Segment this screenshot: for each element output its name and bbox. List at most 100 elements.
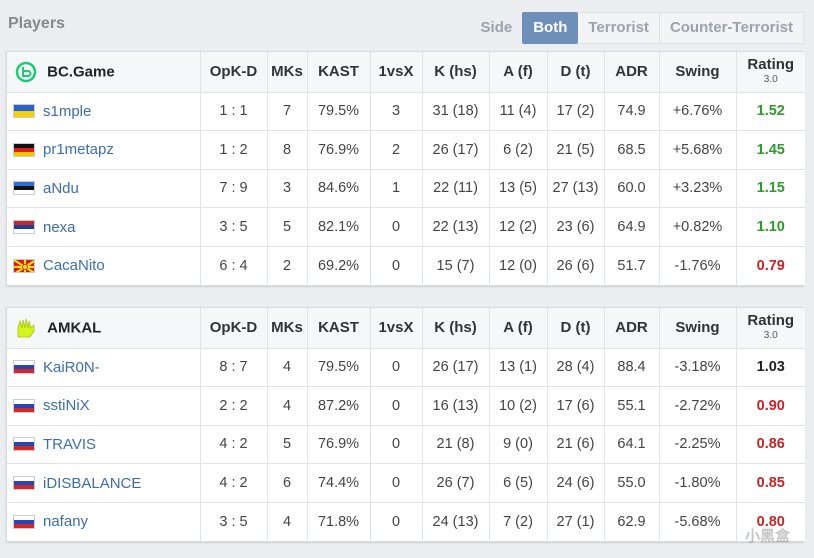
table-row: TRAVIS 4 : 2 5 76.9% 0 21 (8) 9 (0) 21 (6) 64.1-… <box>7 424 805 465</box>
col-kast[interactable]: KAST <box>306 52 371 93</box>
col-swing[interactable]: Swing <box>658 308 737 349</box>
side-option-counter-terrorist[interactable]: Counter-Terrorist <box>659 12 804 44</box>
player-name-link[interactable]: sstiNiX <box>43 397 90 415</box>
player-name-link[interactable]: KaiR0N- <box>43 358 100 376</box>
cell-opkd: 6 : 4 <box>199 245 268 285</box>
serbia-flag-icon <box>13 220 35 235</box>
col-kast[interactable]: KAST <box>306 308 371 349</box>
player-name-link[interactable]: aNdu <box>43 179 79 197</box>
col-opkd[interactable]: OpK-D <box>199 52 268 93</box>
russia-flag-icon <box>13 360 35 375</box>
cell-khs: 22 (11) <box>421 168 490 209</box>
cell-swing: -1.76% <box>658 245 737 285</box>
cell-adr: 64.9 <box>603 207 660 247</box>
team-header: BC.Game <box>7 52 201 93</box>
cell-dt: 24 (6) <box>546 463 605 503</box>
player-name-link[interactable]: nafany <box>43 513 89 531</box>
cell-1vsx: 0 <box>369 245 423 285</box>
col-rating[interactable]: Rating 3.0 <box>735 308 805 349</box>
cell-af: 11 (4) <box>488 91 548 132</box>
table-row: iDISBALANCE 4 : 2 6 74.4% 0 26 (7) 6 (5) 24 (6)… <box>7 463 805 503</box>
cell-af: 6 (2) <box>488 130 548 170</box>
player-rows: KaiR0N- 8 : 7 4 79.5% 0 26 (17) 13 (1) 28 (4) 88… <box>7 347 805 541</box>
col-khs[interactable]: K (hs) <box>421 52 490 93</box>
cell-dt: 27 (13) <box>546 168 605 209</box>
cell-opkd: 7 : 9 <box>199 168 268 209</box>
cell-swing: +0.82% <box>658 207 737 247</box>
cell-1vsx: 0 <box>369 501 423 541</box>
cell-af: 12 (2) <box>488 207 548 247</box>
player-name-link[interactable]: TRAVIS <box>43 435 97 453</box>
cell-1vsx: 3 <box>369 91 423 132</box>
side-filter-label: Side <box>480 19 513 36</box>
col-1vsx[interactable]: 1vsX <box>369 52 423 93</box>
col-af[interactable]: A (f) <box>488 308 548 349</box>
player-name-link[interactable]: s1mple <box>43 102 92 120</box>
cell-rating: 0.90 <box>735 386 805 426</box>
cell-kast: 76.9% <box>306 130 371 170</box>
table-row: sstiNiX 2 : 2 4 87.2% 0 16 (13) 10 (2) 17 (6) 55… <box>7 386 805 426</box>
col-dt[interactable]: D (t) <box>546 308 605 349</box>
team-table-bc-game: BC.Game OpK-D MKs KAST 1vsX K (hs) A (f)… <box>6 51 805 286</box>
cell-mks: 2 <box>266 245 308 285</box>
player-cell: pr1metapz <box>7 130 201 170</box>
side-option-both[interactable]: Both <box>522 12 579 44</box>
side-filter: Side Both Terrorist Counter-Terrorist <box>481 12 804 44</box>
player-name-link[interactable]: iDISBALANCE <box>43 474 142 492</box>
cell-opkd: 4 : 2 <box>199 463 268 503</box>
table-row: pr1metapz 1 : 2 8 76.9% 2 26 (17) 6 (2) 21 (5) 6… <box>7 130 805 170</box>
side-option-terrorist[interactable]: Terrorist <box>578 12 660 44</box>
table-header-row: AMKAL OpK-D MKs KAST 1vsX K (hs) A (f) D… <box>7 308 805 349</box>
cell-kast: 82.1% <box>306 207 371 247</box>
cell-rating: 1.52 <box>735 91 805 132</box>
player-cell: aNdu <box>7 168 201 209</box>
player-cell: nexa <box>7 207 201 247</box>
player-name-link[interactable]: pr1metapz <box>43 141 114 159</box>
table-row: nafany 3 : 5 4 71.8% 0 24 (13) 7 (2) 27 (1) 62.9… <box>7 501 805 541</box>
cell-kast: 76.9% <box>306 424 371 465</box>
team-name-link[interactable]: BC.Game <box>47 63 115 81</box>
russia-flag-icon <box>13 514 35 529</box>
col-mks[interactable]: MKs <box>266 308 308 349</box>
team-name-link[interactable]: AMKAL <box>47 319 102 337</box>
table-row: CacaNito 6 : 4 2 69.2% 0 15 (7) 12 (0) 26 (6) 51… <box>7 245 805 285</box>
cell-mks: 8 <box>266 130 308 170</box>
col-mks[interactable]: MKs <box>266 52 308 93</box>
cell-kast: 79.5% <box>306 91 371 132</box>
cell-rating: 1.03 <box>735 347 805 388</box>
player-cell: iDISBALANCE <box>7 463 201 503</box>
cell-1vsx: 0 <box>369 386 423 426</box>
cell-rating: 1.45 <box>735 130 805 170</box>
cell-khs: 31 (18) <box>421 91 490 132</box>
cell-1vsx: 0 <box>369 424 423 465</box>
cell-khs: 21 (8) <box>421 424 490 465</box>
col-dt[interactable]: D (t) <box>546 52 605 93</box>
col-af[interactable]: A (f) <box>488 52 548 93</box>
cell-rating: 1.15 <box>735 168 805 209</box>
player-name-link[interactable]: CacaNito <box>43 257 105 275</box>
cell-dt: 21 (5) <box>546 130 605 170</box>
russia-flag-icon <box>13 437 35 452</box>
cell-opkd: 3 : 5 <box>199 501 268 541</box>
col-adr[interactable]: ADR <box>603 308 660 349</box>
cell-khs: 22 (13) <box>421 207 490 247</box>
col-1vsx[interactable]: 1vsX <box>369 308 423 349</box>
cell-swing: -5.68% <box>658 501 737 541</box>
cell-dt: 23 (6) <box>546 207 605 247</box>
col-rating[interactable]: Rating 3.0 <box>735 52 805 93</box>
cell-1vsx: 1 <box>369 168 423 209</box>
cell-adr: 74.9 <box>603 91 660 132</box>
col-adr[interactable]: ADR <box>603 52 660 93</box>
col-opkd[interactable]: OpK-D <box>199 308 268 349</box>
col-khs[interactable]: K (hs) <box>421 308 490 349</box>
player-name-link[interactable]: nexa <box>43 218 76 236</box>
player-cell: TRAVIS <box>7 424 201 465</box>
cell-rating: 0.79 <box>735 245 805 285</box>
cell-opkd: 8 : 7 <box>199 347 268 388</box>
table-row: aNdu 7 : 9 3 84.6% 1 22 (11) 13 (5) 27 (13) 60.0… <box>7 168 805 209</box>
cell-opkd: 3 : 5 <box>199 207 268 247</box>
cell-mks: 3 <box>266 168 308 209</box>
col-swing[interactable]: Swing <box>658 52 737 93</box>
watermark-logo: 小黑盒 <box>744 528 790 545</box>
cell-af: 9 (0) <box>488 424 548 465</box>
